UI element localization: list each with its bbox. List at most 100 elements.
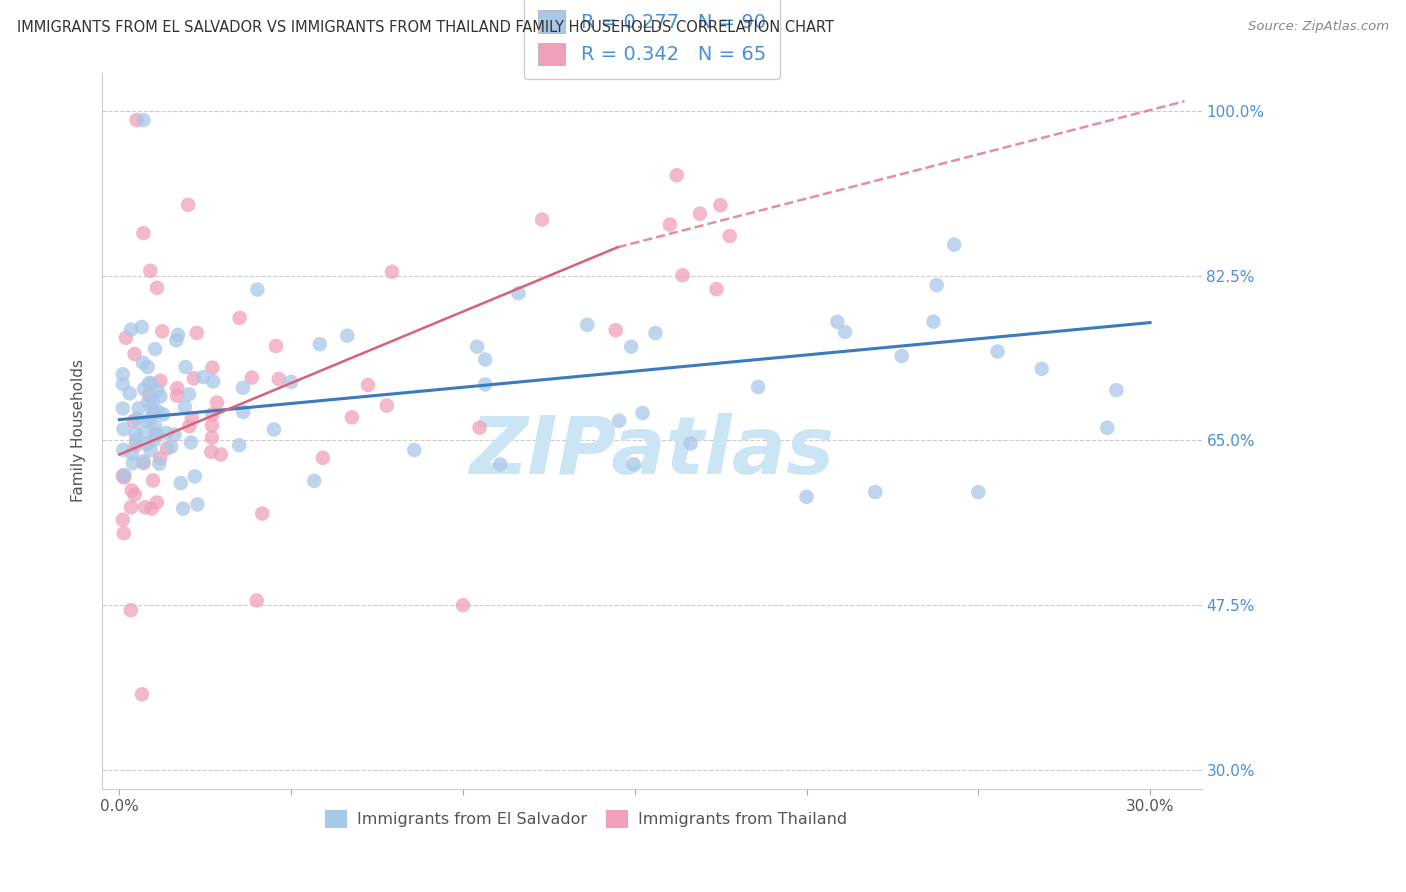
Point — [209, 448, 232, 462]
Point — [180, 410, 202, 425]
Point — [465, 340, 488, 354]
Point — [142, 406, 165, 420]
Point — [122, 456, 145, 470]
Point — [167, 327, 190, 342]
Point — [925, 278, 948, 293]
Point — [576, 318, 599, 332]
Point — [644, 326, 666, 340]
Point — [146, 427, 169, 442]
Point — [623, 457, 645, 471]
Point — [112, 526, 135, 541]
Point — [125, 434, 148, 448]
Point — [827, 315, 849, 329]
Point — [134, 500, 156, 515]
Point — [124, 426, 146, 441]
Point — [177, 387, 200, 401]
Text: IMMIGRANTS FROM EL SALVADOR VS IMMIGRANTS FROM THAILAND FAMILY HOUSEHOLDS CORREL: IMMIGRANTS FROM EL SALVADOR VS IMMIGRANT… — [17, 20, 834, 35]
Point — [240, 370, 263, 384]
Point — [139, 443, 162, 458]
Point — [474, 352, 496, 367]
Point — [174, 359, 197, 374]
Point — [131, 320, 153, 334]
Point — [228, 310, 250, 325]
Point — [149, 389, 172, 403]
Point — [112, 468, 135, 483]
Point — [468, 420, 491, 434]
Point — [165, 334, 187, 348]
Point — [863, 485, 886, 500]
Point — [177, 198, 200, 212]
Point — [263, 423, 285, 437]
Point — [141, 501, 163, 516]
Point — [136, 359, 159, 374]
Point — [943, 237, 966, 252]
Point — [200, 445, 222, 459]
Point — [124, 488, 146, 502]
Point — [489, 458, 512, 472]
Text: ZIPatlas: ZIPatlas — [470, 413, 834, 491]
Point — [336, 328, 359, 343]
Point — [620, 340, 643, 354]
Point — [135, 414, 157, 428]
Point — [146, 404, 169, 418]
Point — [381, 265, 404, 279]
Point — [143, 433, 166, 447]
Point — [607, 414, 630, 428]
Point — [246, 283, 269, 297]
Point — [308, 337, 330, 351]
Point — [120, 322, 142, 336]
Point — [922, 315, 945, 329]
Point — [232, 405, 254, 419]
Y-axis label: Family Households: Family Households — [72, 359, 86, 502]
Point — [156, 425, 179, 440]
Point — [143, 342, 166, 356]
Point — [357, 378, 380, 392]
Point — [118, 386, 141, 401]
Point — [132, 226, 155, 240]
Point — [152, 408, 174, 422]
Point — [112, 422, 135, 436]
Point — [122, 414, 145, 428]
Point — [156, 442, 179, 456]
Point — [125, 411, 148, 425]
Point — [796, 490, 818, 504]
Point — [121, 446, 143, 460]
Point — [631, 406, 654, 420]
Point — [508, 286, 530, 301]
Point — [186, 497, 208, 511]
Point — [718, 229, 741, 244]
Point — [111, 377, 134, 392]
Point — [404, 442, 426, 457]
Point — [280, 375, 302, 389]
Point — [111, 368, 134, 382]
Point — [111, 513, 134, 527]
Point — [228, 438, 250, 452]
Point — [658, 218, 681, 232]
Point — [173, 400, 195, 414]
Point — [201, 431, 224, 445]
Point — [302, 474, 325, 488]
Point — [124, 347, 146, 361]
Point — [1097, 421, 1119, 435]
Point — [139, 376, 162, 391]
Point — [112, 442, 135, 457]
Point — [150, 324, 173, 338]
Point — [267, 372, 290, 386]
Point — [987, 344, 1010, 359]
Point — [120, 500, 142, 515]
Point — [120, 603, 142, 617]
Point — [148, 457, 170, 471]
Point — [312, 450, 335, 465]
Point — [202, 375, 225, 389]
Point — [145, 495, 167, 509]
Point — [146, 384, 169, 398]
Point — [747, 380, 769, 394]
Point — [138, 388, 160, 402]
Point — [138, 376, 160, 390]
Point — [967, 485, 990, 500]
Point — [163, 427, 186, 442]
Point — [252, 507, 274, 521]
Point — [132, 425, 155, 440]
Point — [451, 598, 474, 612]
Point — [665, 168, 688, 182]
